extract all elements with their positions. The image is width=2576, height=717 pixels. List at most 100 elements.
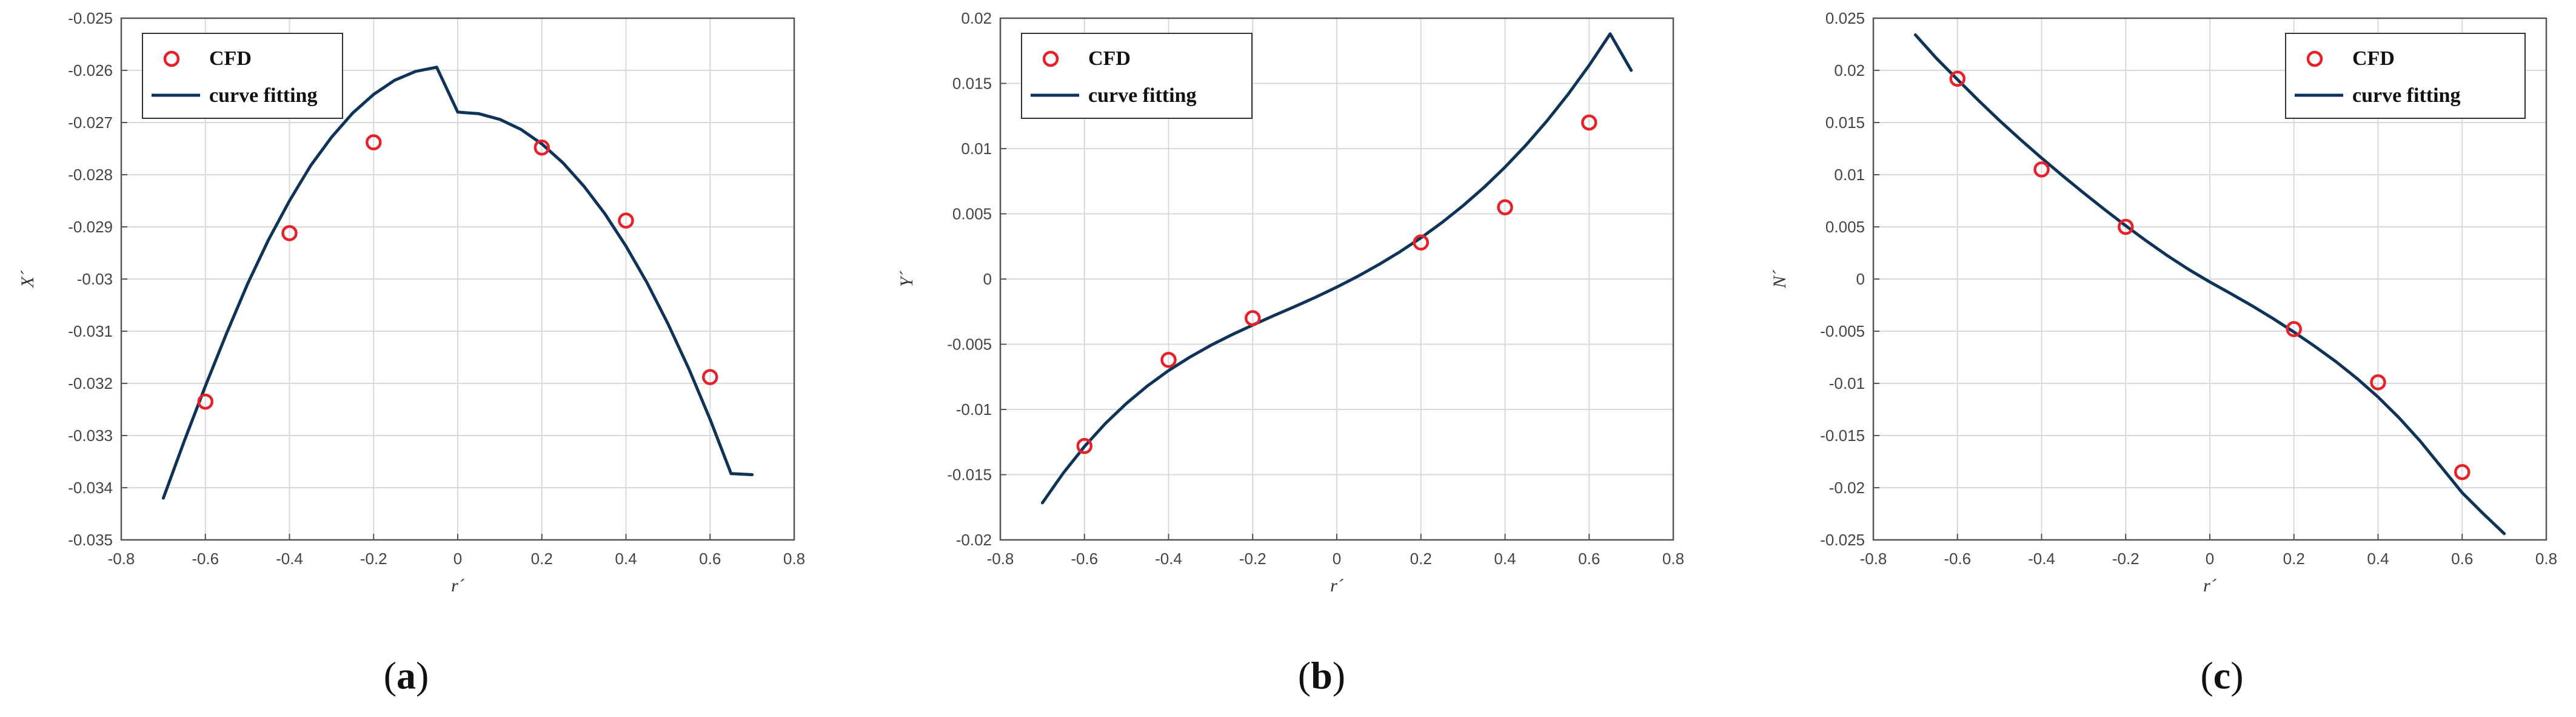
x-tick-label: -0.4 <box>276 550 303 568</box>
x-tick-label: 0.2 <box>2283 550 2305 568</box>
cfd-point <box>1160 352 1177 368</box>
y-tick-label: -0.005 <box>1820 322 1865 340</box>
curve-fitting-line <box>1040 32 1633 505</box>
cfd-point <box>702 369 718 385</box>
y-tick-label: -0.005 <box>947 335 992 354</box>
y-tick-label: -0.031 <box>68 322 113 340</box>
legend-cfd-label: CFD <box>2352 47 2395 70</box>
legend-cfd-marker <box>1042 50 1059 67</box>
cfd-point <box>281 225 298 241</box>
y-tick-label: -0.028 <box>68 166 113 184</box>
curve-fitting-line <box>1913 33 2506 536</box>
legend: CFD curve fitting <box>2285 33 2526 119</box>
y-tick-label: 0.02 <box>1834 61 1865 79</box>
legend-curve-label: curve fitting <box>209 84 317 107</box>
x-tick-label: 0.8 <box>2535 550 2557 568</box>
cfd-point <box>2286 321 2302 337</box>
panel-caption: (c) <box>2200 654 2243 697</box>
y-tick-label: -0.015 <box>947 466 992 484</box>
legend: CFD curve fitting <box>1021 33 1253 119</box>
y-tick-label: 0.005 <box>1825 218 1865 236</box>
caption-letter: b <box>1311 654 1333 697</box>
chart-panel-b: -0.8 -0.6 -0.4 -0.2 0 0.2 0.4 0.6 0.8 -0.02 -0.015… <box>897 9 1684 697</box>
legend-cfd-marker <box>2306 50 2323 67</box>
x-tick-label: -0.8 <box>987 550 1014 568</box>
y-tick-label: 0.025 <box>1825 9 1865 27</box>
cfd-point <box>1076 437 1092 454</box>
legend-box <box>142 33 343 119</box>
x-tick-label: 0 <box>2206 550 2214 568</box>
caption-open: ( <box>384 654 396 697</box>
cfd-point <box>2033 161 2050 178</box>
x-tick-label: 0.8 <box>783 550 805 568</box>
y-tick-label: -0.01 <box>956 400 992 419</box>
x-tick-label: 0 <box>453 550 462 568</box>
y-tick-label: 0.005 <box>952 205 992 223</box>
caption-open: ( <box>2200 654 2213 697</box>
legend-curve-label: curve fitting <box>1088 84 1196 107</box>
x-tick-label: -0.2 <box>360 550 387 568</box>
x-tick-label: 0.8 <box>1662 550 1684 568</box>
cfd-point <box>534 140 550 156</box>
y-tick-label: -0.025 <box>68 9 113 27</box>
legend: CFD curve fitting <box>142 33 343 119</box>
cfd-point <box>2118 218 2134 235</box>
x-tick-label: -0.2 <box>2112 550 2139 568</box>
y-tick-label: -0.033 <box>68 426 113 445</box>
cfd-point <box>618 212 634 229</box>
caption-close: ) <box>416 654 429 697</box>
cfd-point <box>1581 114 1597 131</box>
curve-fitting-line <box>161 66 754 500</box>
caption-open: ( <box>1298 654 1311 697</box>
y-axis-label: Y´ <box>897 271 917 288</box>
x-tick-label: -0.2 <box>1239 550 1266 568</box>
legend-cfd-label: CFD <box>209 47 252 70</box>
y-tick-label: -0.027 <box>68 113 113 132</box>
y-tick-label: -0.026 <box>68 61 113 79</box>
cfd-point <box>2454 463 2471 480</box>
legend-box <box>2285 33 2526 119</box>
x-tick-label: -0.8 <box>1860 550 1887 568</box>
x-tick-label: -0.6 <box>1071 550 1098 568</box>
x-tick-label: 0.4 <box>615 550 637 568</box>
y-tick-label: -0.025 <box>1820 531 1865 549</box>
caption-letter: c <box>2213 654 2230 697</box>
y-tick-label: 0.01 <box>1834 166 1865 184</box>
x-tick-label: -0.6 <box>192 550 219 568</box>
y-tick-label: -0.035 <box>68 531 113 549</box>
x-tick-label: -0.4 <box>2028 550 2055 568</box>
x-axis-label: r´ <box>451 576 465 596</box>
cfd-point <box>1245 310 1261 326</box>
legend-box <box>1021 33 1253 119</box>
cfd-point <box>1497 199 1513 215</box>
x-tick-label: 0.6 <box>699 550 721 568</box>
y-tick-label: -0.01 <box>1829 374 1865 392</box>
y-tick-label: 0.015 <box>1825 113 1865 132</box>
chart-panel-a: -0.8 -0.6 -0.4 -0.2 0 0.2 0.4 0.6 0.8 -0.035 -0.03… <box>18 9 805 697</box>
cfd-point <box>2370 374 2386 391</box>
y-tick-label: -0.02 <box>1829 479 1865 497</box>
panel-caption: (a) <box>384 654 429 697</box>
x-tick-label: 0 <box>1333 550 1341 568</box>
x-tick-label: -0.8 <box>108 550 135 568</box>
y-axis-label: N´ <box>1770 269 1790 289</box>
x-tick-label: -0.6 <box>1944 550 1971 568</box>
x-tick-label: 0.6 <box>1578 550 1600 568</box>
y-tick-label: -0.02 <box>956 531 992 549</box>
y-tick-label: 0.02 <box>961 9 992 27</box>
caption-letter: a <box>396 654 416 697</box>
cfd-point <box>366 134 382 150</box>
x-tick-label: 0.4 <box>1494 550 1516 568</box>
y-tick-label: -0.015 <box>1820 426 1865 445</box>
x-tick-label: 0.4 <box>2367 550 2389 568</box>
legend-cfd-label: CFD <box>1088 47 1131 70</box>
y-axis-label: X´ <box>18 270 38 288</box>
y-tick-label: 0 <box>983 270 992 288</box>
cfd-point <box>197 393 213 410</box>
cfd-point <box>1413 234 1429 251</box>
x-tick-label: -0.4 <box>1155 550 1182 568</box>
x-tick-label: 0.2 <box>1410 550 1432 568</box>
x-tick-label: 0.6 <box>2451 550 2473 568</box>
cfd-point <box>1949 70 1965 87</box>
